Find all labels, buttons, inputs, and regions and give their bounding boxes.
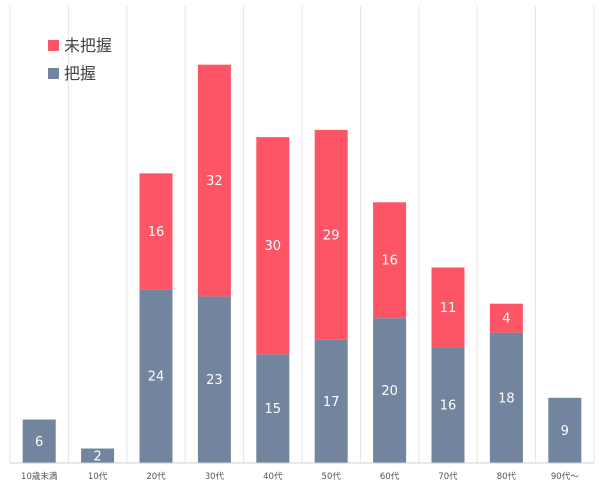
x-tick-label: 50代 [322, 471, 342, 482]
data-label: 24 [148, 370, 165, 385]
data-label: 18 [498, 391, 515, 406]
bar-mihaaku [373, 202, 407, 319]
x-tick-label: 40代 [263, 471, 283, 482]
bar-mihaaku [139, 173, 173, 290]
data-label: 15 [265, 402, 282, 417]
bar-haaku [139, 289, 173, 463]
bar-mihaaku [256, 137, 290, 355]
grid-lines [9, 6, 595, 463]
x-tick-label: 10代 [88, 471, 108, 482]
x-tick-label: 70代 [438, 471, 458, 482]
x-tick-label: 90代〜 [551, 471, 579, 482]
data-label: 20 [381, 384, 398, 399]
data-label: 4 [502, 312, 510, 327]
data-label: 6 [35, 435, 43, 450]
x-tick-label: 10歳未満 [21, 471, 58, 482]
data-label: 11 [440, 301, 457, 316]
x-tick-label: 30代 [205, 471, 225, 482]
data-labels: 6 2 24 16 23 32 15 30 17 29 20 16 16 11 18 4 9 [35, 174, 569, 464]
data-label: 9 [561, 424, 569, 439]
legend-swatch [48, 68, 59, 79]
bar-haaku [22, 419, 56, 463]
legend-label: 把握 [64, 64, 96, 83]
bar-haaku [256, 354, 290, 463]
bar-mihaaku [314, 129, 348, 340]
data-label: 23 [206, 373, 223, 388]
bar-haaku [373, 318, 407, 463]
bar-mihaaku [431, 267, 465, 348]
data-label: 16 [148, 225, 165, 240]
data-label: 32 [206, 174, 223, 189]
x-tick-label: 20代 [146, 471, 166, 482]
legend-swatch [48, 40, 59, 51]
bar-haaku [197, 296, 231, 463]
data-label: 2 [93, 449, 101, 464]
bar-haaku [81, 448, 115, 463]
bar-mihaaku [489, 303, 523, 333]
legend-label: 未把握 [64, 36, 112, 55]
data-label: 30 [265, 239, 282, 254]
bar-haaku [314, 339, 348, 463]
data-label: 16 [440, 399, 457, 414]
bars [22, 64, 582, 463]
x-axis: 10歳未満 10代 20代 30代 40代 50代 60代 70代 80代 90代〜 [10, 462, 594, 482]
x-tick-label: 60代 [380, 471, 400, 482]
bar-haaku [548, 397, 582, 463]
bar-mihaaku [197, 64, 231, 297]
bar-haaku [489, 332, 523, 463]
data-label: 16 [381, 254, 398, 269]
x-tick-label: 80代 [497, 471, 517, 482]
data-label: 17 [323, 395, 340, 410]
data-label: 29 [323, 228, 340, 243]
bar-haaku [431, 347, 465, 463]
